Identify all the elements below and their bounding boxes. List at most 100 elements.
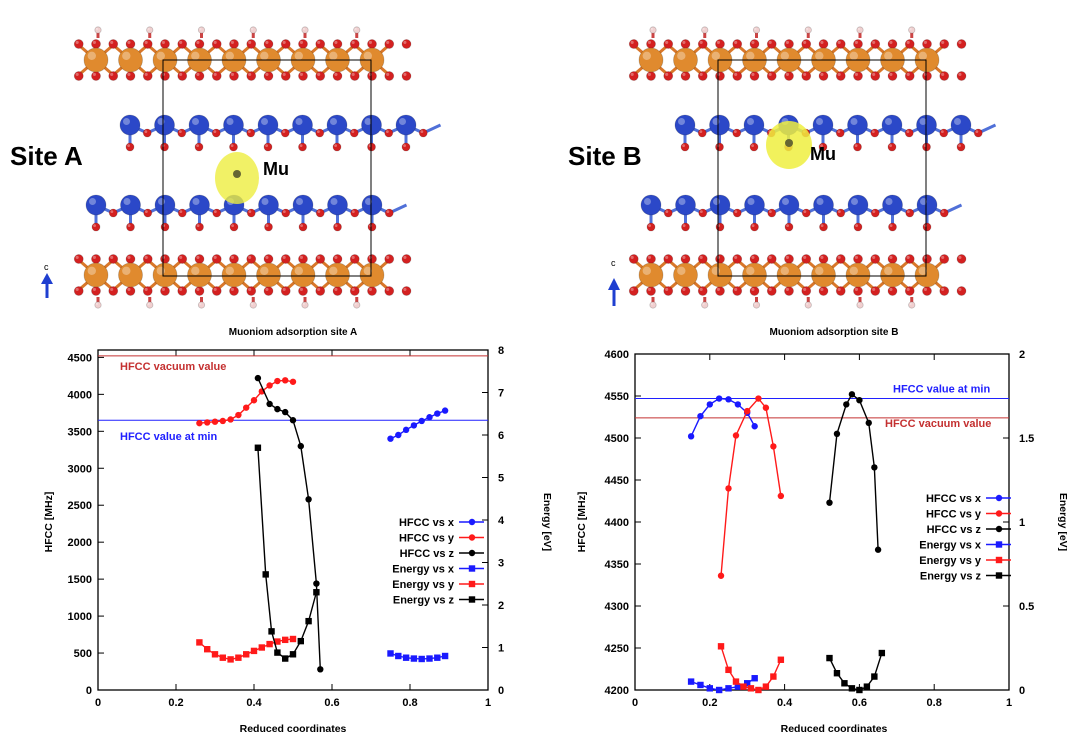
fe-atom	[290, 262, 316, 288]
h-atom	[804, 301, 812, 309]
o-atom-highlight	[265, 255, 269, 259]
o-atom-highlight	[630, 72, 634, 77]
o-atom	[835, 71, 846, 81]
fe-atom-highlight	[329, 266, 338, 275]
y2-tick-label: 1.5	[1019, 433, 1034, 445]
n-atom	[674, 114, 696, 136]
muonium-atom	[233, 170, 241, 178]
reference-line-label: HFCC vacuum value	[120, 361, 226, 373]
o-atom-highlight	[768, 210, 772, 214]
data-point	[235, 411, 242, 419]
data-point	[289, 378, 297, 385]
o-atom-highlight	[75, 72, 79, 77]
o-atom	[835, 286, 846, 296]
fe-atom-highlight	[122, 266, 131, 275]
h-atom	[146, 301, 154, 309]
o-atom-highlight	[403, 144, 406, 148]
o-atom-highlight	[282, 40, 286, 44]
o-atom	[646, 222, 656, 232]
n-atom-highlight	[296, 198, 303, 205]
data-point	[833, 670, 841, 677]
h-atom-highlight	[702, 302, 705, 305]
o-atom-highlight	[682, 72, 686, 77]
n-atom-highlight	[330, 118, 337, 125]
data-point	[697, 412, 704, 420]
o-atom	[646, 39, 656, 49]
n-atom	[743, 114, 765, 136]
fe-atom-highlight	[225, 51, 234, 60]
o-atom-highlight	[334, 72, 338, 77]
n-atom-highlight	[261, 118, 268, 125]
legend-label: Energy vs z	[920, 571, 982, 583]
chart-a-title: Muoniom adsorption site A	[229, 327, 358, 338]
o-atom-highlight	[248, 210, 252, 214]
o-atom-highlight	[699, 287, 703, 291]
o-atom	[697, 128, 707, 138]
data-point	[826, 654, 833, 662]
o-atom	[73, 254, 84, 264]
o-atom-highlight	[941, 210, 945, 214]
o-atom-highlight	[837, 287, 841, 291]
chart-site-a: Muoniom adsorption site A Reduced coordi…	[43, 327, 553, 735]
o-atom	[333, 222, 342, 232]
o-atom	[698, 208, 708, 218]
fe-atom-highlight	[849, 51, 858, 60]
legend-label: HFCC vs x	[399, 517, 455, 529]
fe-atom-highlight	[884, 266, 893, 275]
o-atom-highlight	[385, 130, 389, 134]
unit-cell-box	[162, 59, 372, 277]
data-point	[266, 640, 273, 648]
o-atom-highlight	[196, 287, 200, 291]
n-atom-highlight	[851, 198, 858, 205]
o-atom	[922, 39, 932, 49]
o-atom	[680, 142, 690, 152]
o-atom-highlight	[196, 72, 200, 77]
o-atom-highlight	[820, 144, 823, 148]
h-atom-highlight	[857, 27, 860, 30]
fe-atom	[256, 262, 281, 288]
data-point	[305, 496, 312, 503]
fe-atom-highlight	[294, 266, 303, 275]
o-atom	[956, 142, 966, 152]
data-point	[262, 571, 269, 578]
o-atom	[315, 254, 326, 264]
h-atom-highlight	[754, 27, 757, 30]
fe-atom-highlight	[711, 51, 720, 60]
n-atom	[882, 194, 903, 216]
data-point	[211, 651, 219, 658]
x-tick-label: 0.8	[927, 697, 942, 709]
o-atom	[108, 39, 119, 49]
data-point	[732, 432, 740, 439]
o-atom	[194, 39, 205, 49]
o-atom	[332, 254, 343, 264]
data-point	[687, 433, 695, 440]
o-atom	[332, 142, 342, 152]
o-atom	[401, 71, 412, 81]
o-atom	[367, 222, 377, 232]
o-atom	[401, 142, 411, 152]
o-atom-highlight	[820, 287, 824, 291]
o-atom-highlight	[768, 72, 772, 77]
y2-tick-label: 4	[498, 515, 505, 527]
o-atom-highlight	[282, 210, 286, 214]
fe-atom-highlight	[156, 51, 165, 60]
o-atom-highlight	[334, 224, 338, 228]
o-atom-highlight	[110, 210, 114, 214]
data-point	[856, 397, 863, 404]
fe-atom-highlight	[746, 51, 755, 60]
o-atom-highlight	[265, 72, 269, 77]
o-atom-highlight	[682, 287, 686, 291]
o-atom-highlight	[368, 287, 372, 291]
h-atom	[752, 301, 761, 309]
o-atom-highlight	[889, 224, 893, 228]
o-atom-highlight	[316, 130, 320, 134]
n-atom-highlight	[954, 118, 961, 125]
o-atom	[646, 254, 656, 264]
o-atom-highlight	[213, 130, 217, 134]
data-point	[410, 655, 418, 662]
n-atom	[361, 194, 383, 216]
o-atom-highlight	[751, 40, 755, 44]
o-atom-highlight	[213, 210, 217, 214]
o-atom	[91, 286, 101, 296]
